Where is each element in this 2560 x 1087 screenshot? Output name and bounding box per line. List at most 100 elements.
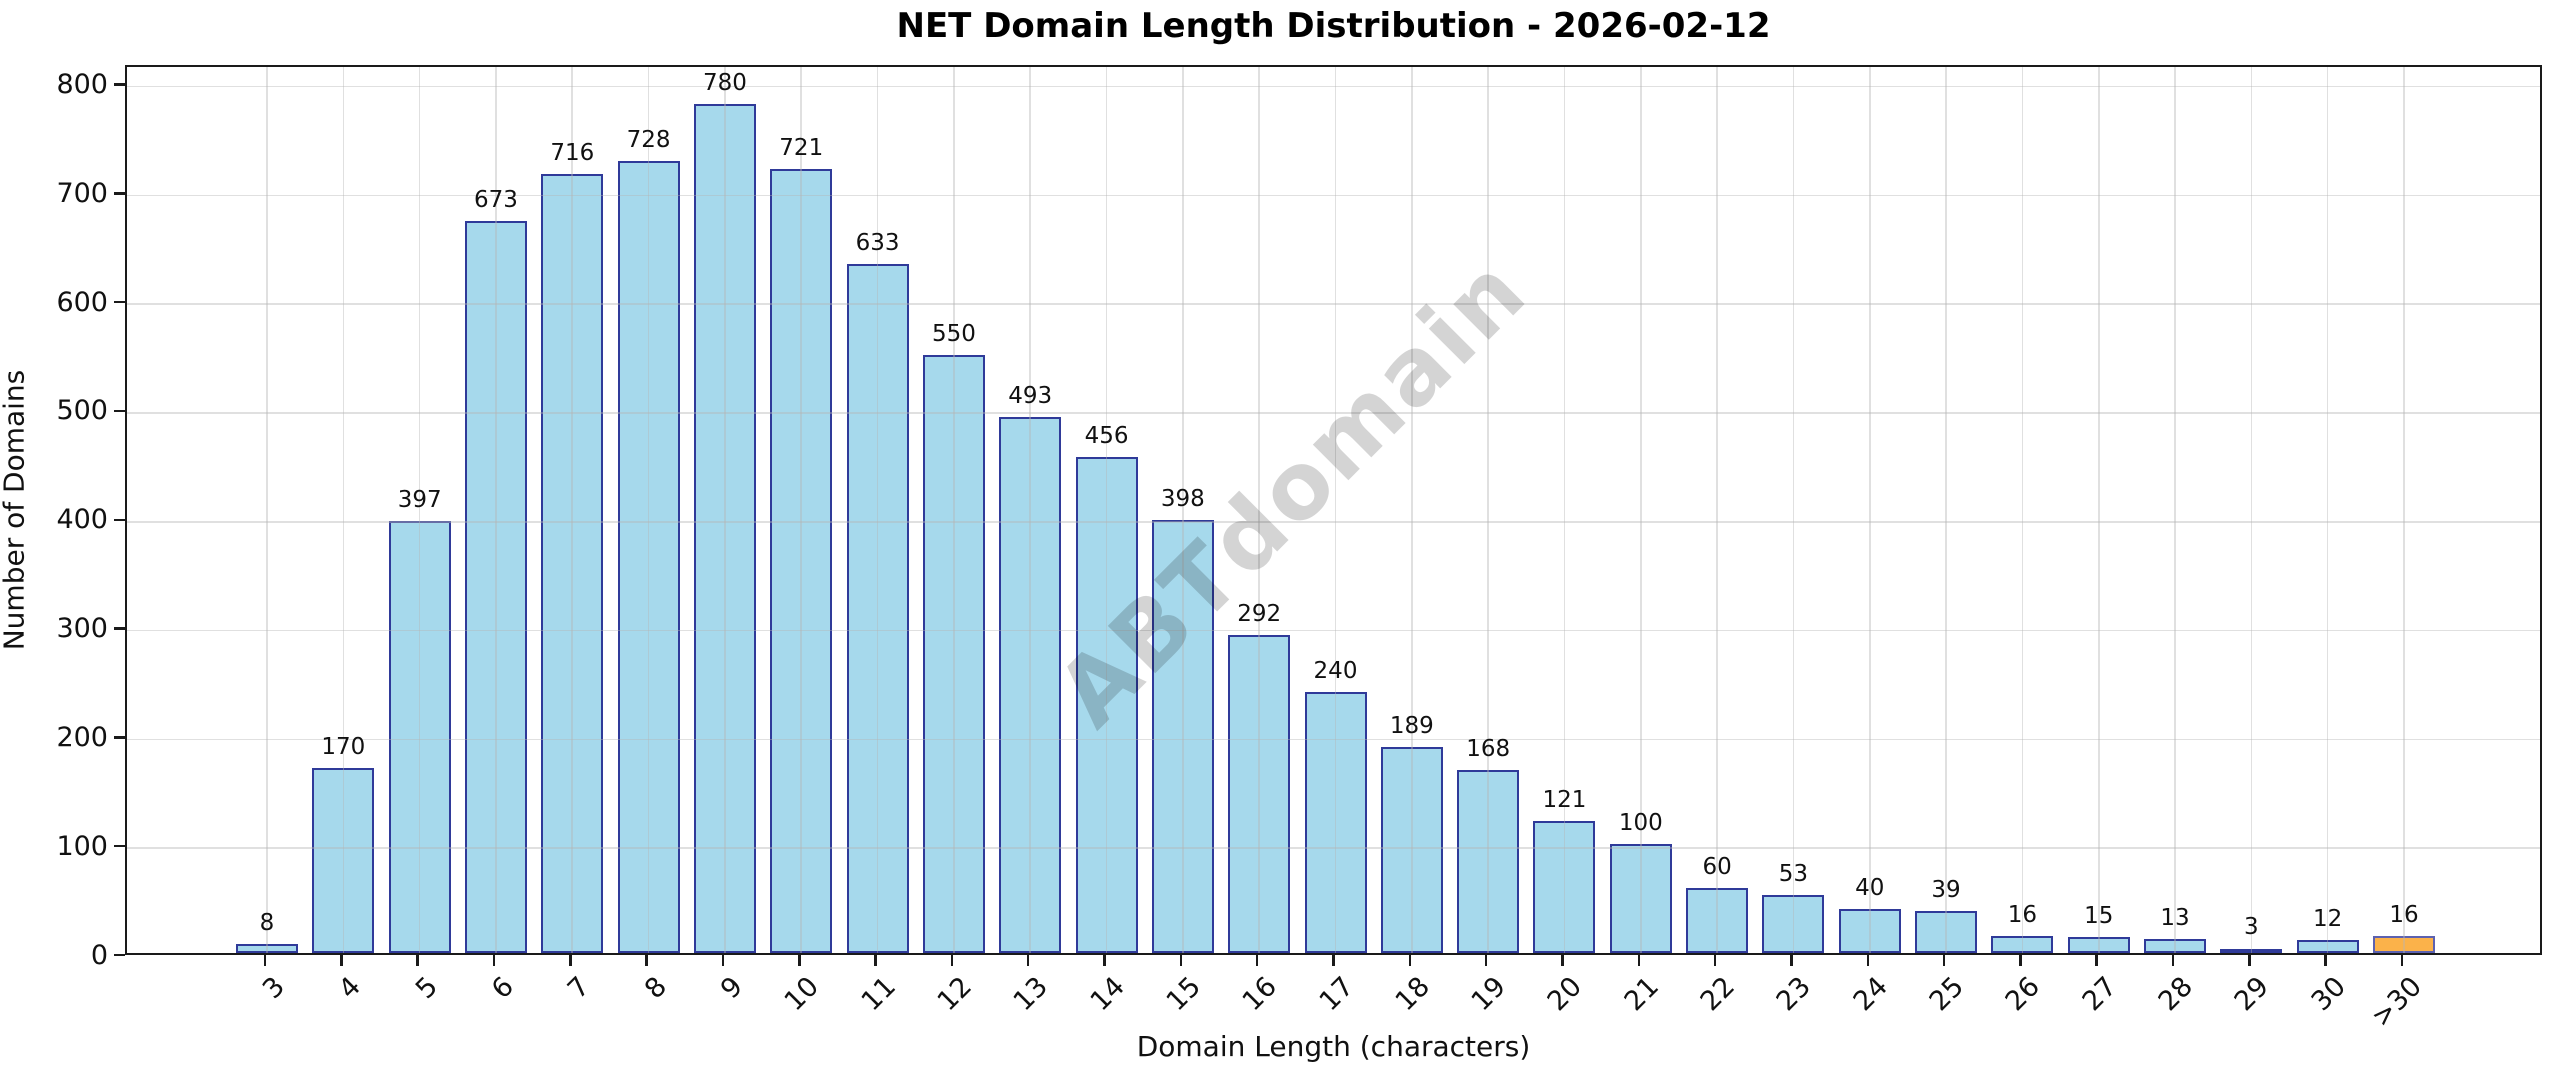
x-tick-label: >30 [2365,971,2428,1034]
bar-value-label: 3 [2244,914,2259,940]
x-tick-label: 10 [778,971,826,1018]
x-tick-mark [1561,955,1564,966]
bar-value-label: 493 [1008,382,1053,409]
y-tick-mark [114,518,125,522]
x-tick-label: 13 [1007,971,1055,1018]
bar->30 [2373,935,2435,953]
x-tick-mark [2324,955,2327,966]
bar-3 [236,944,298,953]
bar-19 [1457,770,1520,953]
bar-value-label: 728 [626,126,671,153]
bar-value-label: 397 [397,487,442,514]
x-tick-label: 23 [1771,971,1818,1018]
bar-4 [312,768,375,953]
x-tick-label: 7 [562,971,597,1006]
bar-13 [999,416,1062,953]
x-tick-mark [1484,955,1488,966]
gridline-vertical [2174,67,2176,953]
bar-value-label: 15 [2084,902,2114,929]
y-tick-mark [114,736,125,739]
bar-value-label: 240 [1313,657,1358,684]
gridline-vertical [1868,67,1871,953]
bar-17 [1304,691,1367,953]
y-tick-label: 300 [56,613,108,645]
x-tick-label: 12 [931,971,978,1018]
gridline-vertical [1945,67,1947,953]
y-tick-label: 0 [90,939,108,971]
x-tick-label: 14 [1084,971,1131,1018]
bar-21 [1609,844,1672,953]
gridline-vertical [2250,67,2253,953]
x-tick-mark [492,955,496,966]
y-tick-mark [114,83,125,86]
bar-10 [770,168,833,953]
gridline-vertical [266,67,268,953]
y-tick-label: 600 [56,286,108,318]
bar-value-label: 53 [1778,861,1809,888]
x-tick-mark [1408,955,1412,966]
bar-value-label: 780 [702,70,747,97]
x-tick-label: 18 [1389,971,1436,1018]
x-tick-label: 27 [2076,971,2123,1018]
bar-value-label: 170 [321,734,366,761]
x-tick-mark [1637,955,1641,966]
x-tick-mark [2171,955,2175,966]
y-tick-label: 800 [56,69,108,101]
bar-value-label: 13 [2160,904,2190,931]
bar-20 [1533,821,1596,953]
bar-value-label: 39 [1931,876,1961,903]
bar-28 [2144,938,2207,953]
gridline-horizontal [127,85,2540,88]
bar-22 [1686,887,1749,953]
x-tick-label: 21 [1618,971,1665,1018]
x-tick-mark [2248,955,2251,966]
x-tick-label: 29 [2229,971,2276,1018]
x-tick-label: 19 [1465,971,1513,1018]
x-tick-label: 26 [2000,971,2047,1018]
gridline-vertical [1563,67,1566,953]
gridline-vertical [2097,67,2100,953]
chart-title: NET Domain Length Distribution - 2026-02… [896,6,1771,46]
x-tick-label: 16 [1236,971,1284,1018]
bar-23 [1762,895,1825,953]
x-tick-mark [1332,955,1335,966]
x-tick-mark [1942,955,1946,966]
bar-value-label: 716 [550,139,595,166]
x-tick-mark [263,955,267,966]
bar-value-label: 16 [2389,901,2419,928]
y-tick-mark [114,844,125,848]
x-tick-mark [340,955,343,966]
x-tick-label: 5 [409,971,444,1006]
bar-7 [541,173,604,953]
x-tick-mark [1866,955,1869,966]
y-tick-mark [114,192,125,195]
x-tick-label: 11 [855,971,902,1018]
bar-value-label: 16 [2007,901,2038,928]
bar-value-label: 633 [855,230,900,257]
bar-16 [1228,635,1291,953]
bar-value-label: 100 [1618,810,1663,837]
x-tick-label: 3 [256,971,291,1006]
bar-26 [1991,935,2054,953]
bar-value-label: 550 [931,320,976,347]
plot-area: ABTdomain 8 170 397 673 716 728 780 721 633 550 49… [125,65,2542,955]
y-tick-label: 500 [56,395,108,427]
bar-14 [1075,456,1138,953]
bar-value-label: 292 [1237,601,1282,628]
x-tick-mark [2095,955,2098,966]
gridline-vertical [2326,67,2329,953]
x-tick-label: 17 [1313,971,1360,1018]
y-tick-label: 400 [56,504,108,536]
x-tick-mark [950,955,954,966]
x-tick-mark [798,955,801,966]
x-tick-label: 22 [1694,971,1742,1018]
gridline-vertical [2021,67,2024,953]
bar-11 [846,264,909,953]
bar-25 [1915,910,1978,953]
gridline-vertical [1716,67,1718,953]
bar-8 [617,160,680,953]
bar-9 [693,104,756,953]
x-tick-mark [569,955,572,966]
x-tick-label: 4 [333,971,368,1006]
